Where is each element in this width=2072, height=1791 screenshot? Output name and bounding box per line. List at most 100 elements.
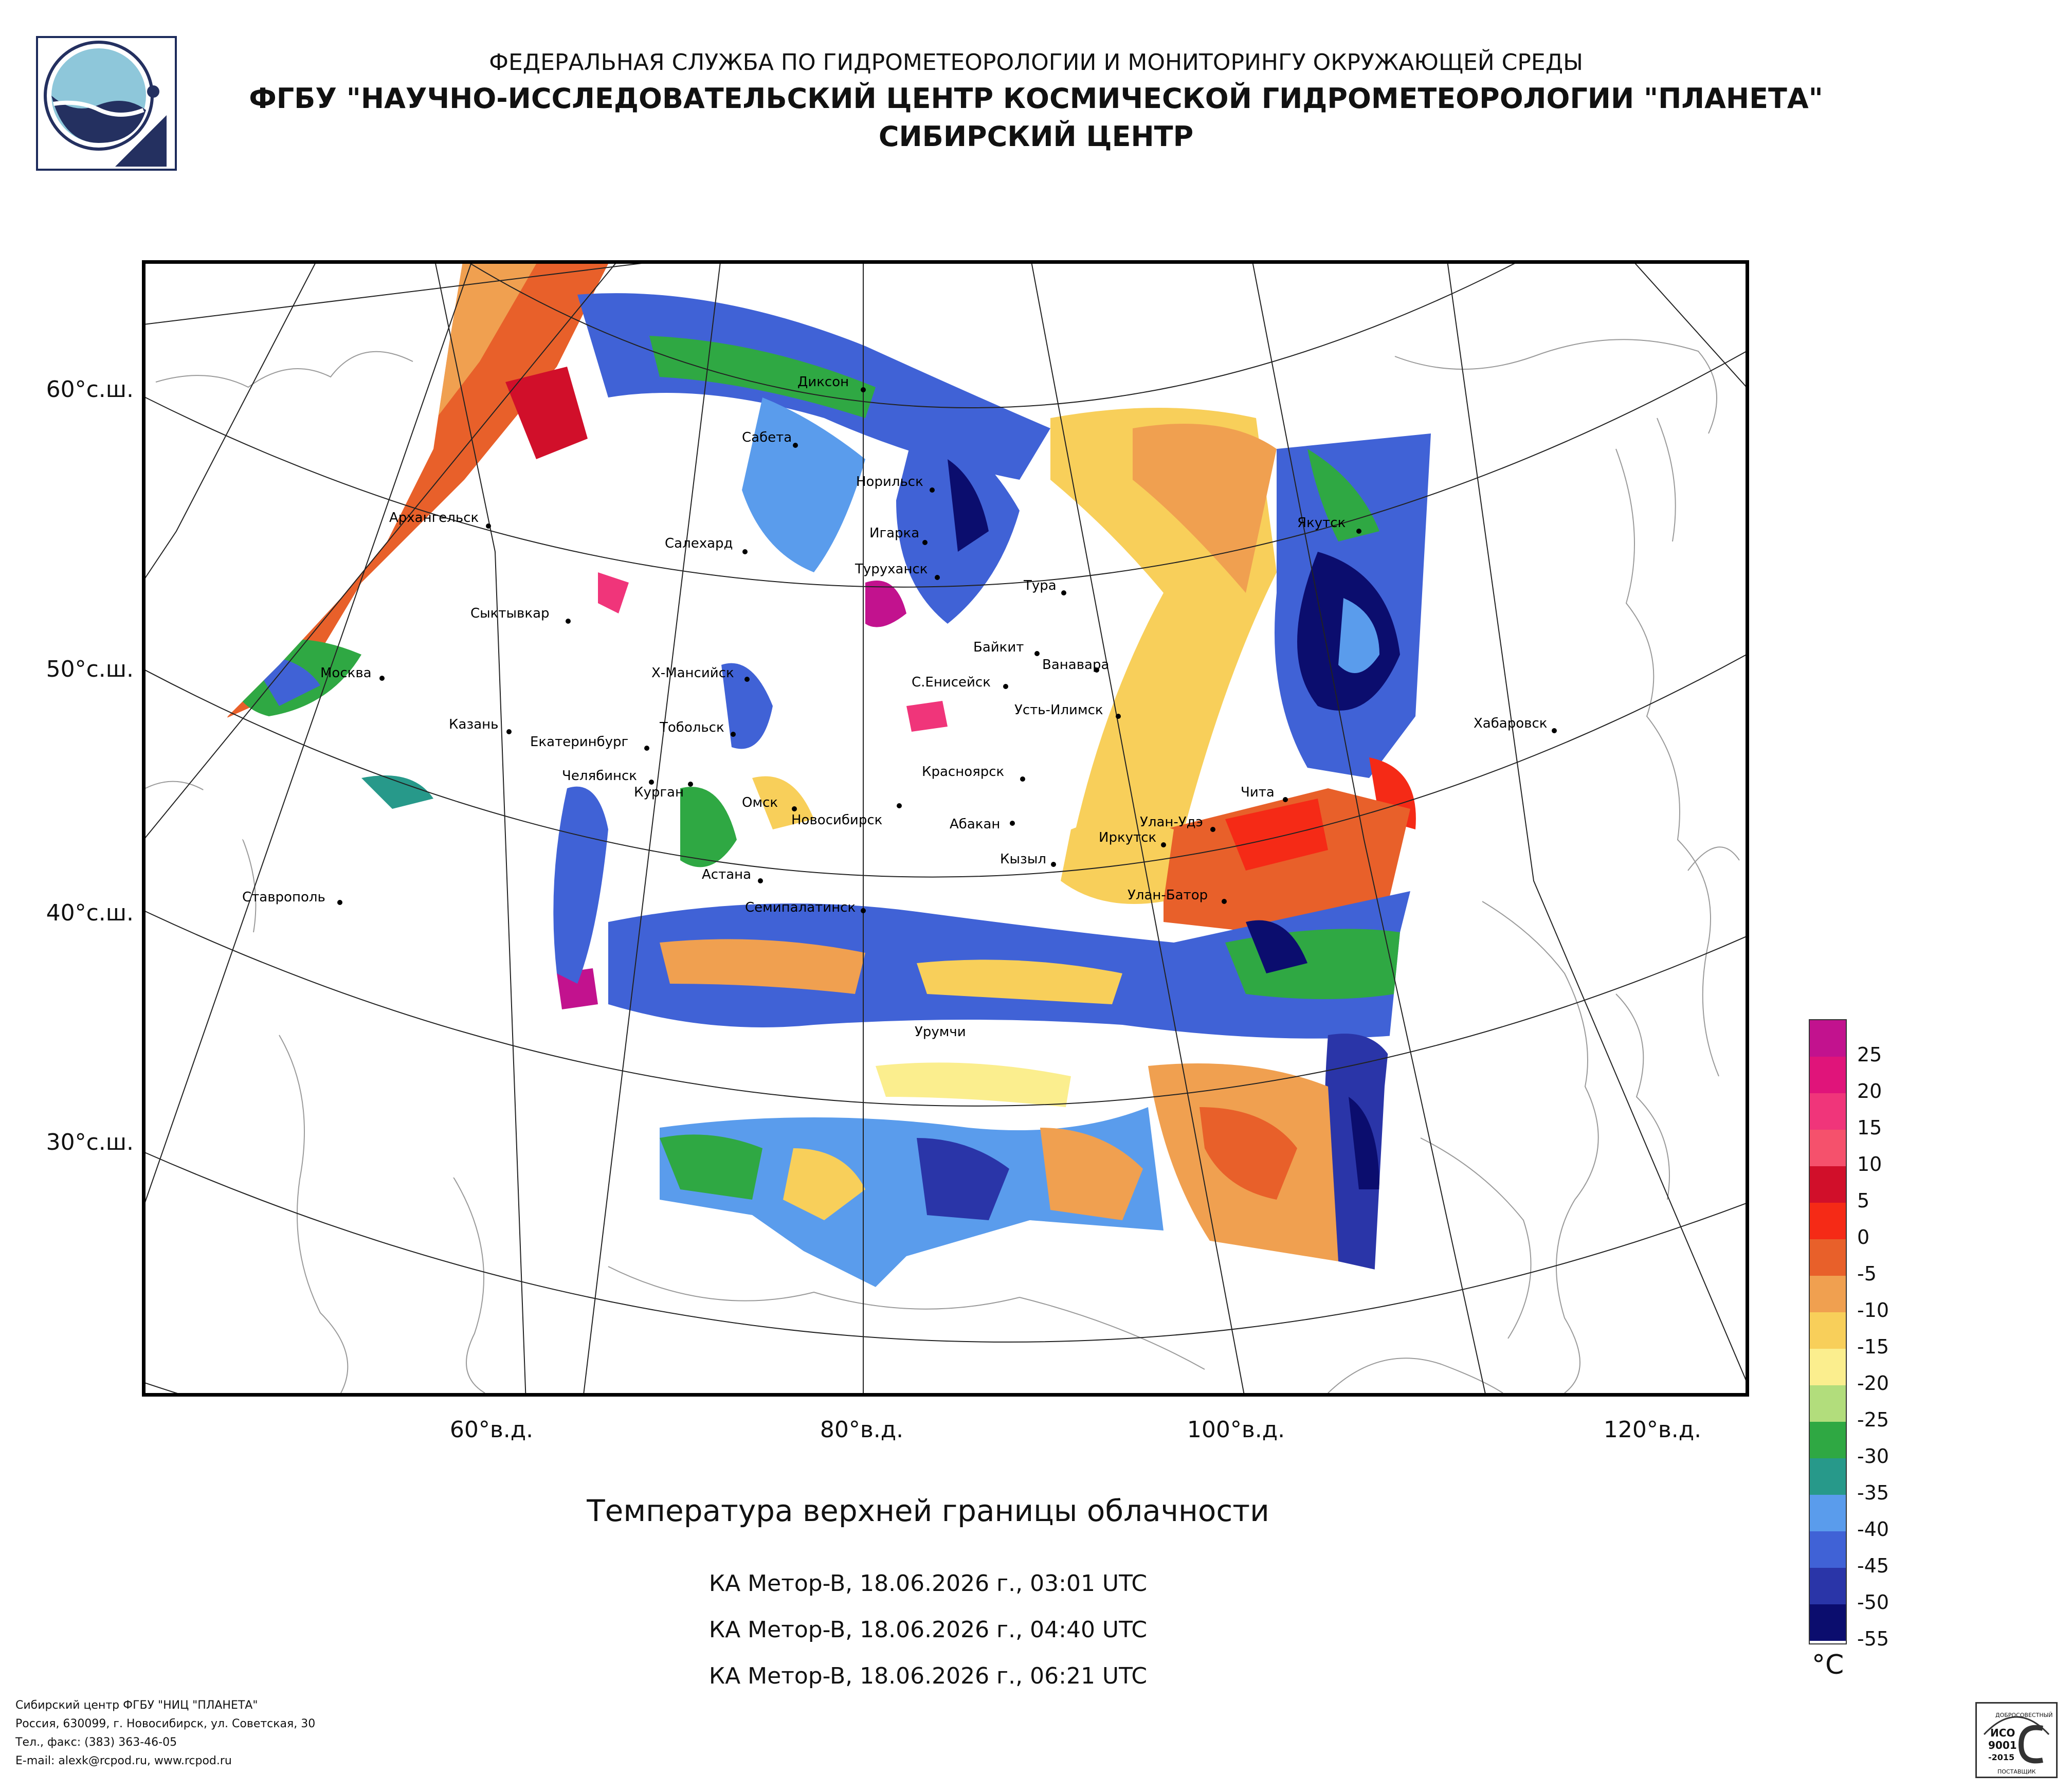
city-label: Сыктывкар — [470, 606, 550, 621]
legend-color-cell — [1810, 1495, 1846, 1531]
city-label: Курган — [634, 785, 684, 800]
city-label: Астана — [702, 867, 751, 882]
cloud-temperature-imagery — [197, 264, 1433, 1287]
lon-label-80: 80°в.д. — [820, 1417, 904, 1443]
satellite-pass: КА Meтop-B, 18.06.2026 г., 04:40 UTC — [708, 1617, 1148, 1643]
legend-color-cell — [1810, 1130, 1846, 1166]
city-label: Казань — [449, 717, 498, 732]
satellite-pass: КА Meтop-B, 18.06.2026 г., 06:21 UTC — [708, 1663, 1148, 1689]
legend-color-cell — [1810, 1057, 1846, 1093]
city-label: Красноярск — [922, 764, 1004, 780]
legend-label: 0 — [1857, 1226, 1870, 1249]
legend-color-cell — [1810, 1422, 1846, 1458]
city-label: Архангельск — [389, 510, 479, 526]
lon-label-120: 120°в.д. — [1603, 1417, 1702, 1443]
iso-certification-badge: ДОБРОСОВЕСТНЫЙ ИСО 9001 -2015 ПОСТАВЩИК — [1975, 1702, 2058, 1778]
city-label: Тура — [1023, 578, 1057, 593]
city-label: Кызыл — [1000, 852, 1046, 867]
city-label: Усть-Илимск — [1014, 702, 1103, 718]
city-label: С.Енисейск — [912, 675, 991, 690]
city-label: Ставрополь — [242, 890, 325, 905]
legend-label: -30 — [1857, 1445, 1889, 1468]
city-label: Улан-Удэ — [1140, 815, 1203, 830]
map-title: Температура верхней границы облачности — [587, 1493, 1269, 1528]
city-label: Урумчи — [915, 1024, 966, 1040]
legend-label: -35 — [1857, 1481, 1889, 1504]
legend-color-cell — [1810, 1568, 1846, 1604]
lat-label-30: 30°с.ш. — [46, 1129, 134, 1155]
coastlines — [146, 339, 1740, 1393]
cert-iso: ИСО — [1990, 1727, 2015, 1739]
legend-color-cell — [1810, 1239, 1846, 1276]
city-label: Иркутск — [1099, 830, 1156, 845]
lon-label-60: 60°в.д. — [449, 1417, 534, 1443]
footer-phone: Тел., факс: (383) 363-46-05 — [15, 1736, 177, 1749]
legend-label: -20 — [1857, 1372, 1889, 1395]
organization-logo — [36, 36, 177, 171]
lat-label-50: 50°с.ш. — [46, 656, 134, 682]
legend-label: -55 — [1857, 1627, 1889, 1650]
legend-label: -5 — [1857, 1262, 1877, 1285]
cert-arc-text: ДОБРОСОВЕСТНЫЙ — [1995, 1712, 2053, 1718]
lon-label-100: 100°в.д. — [1187, 1417, 1285, 1443]
legend-label: -25 — [1857, 1408, 1889, 1431]
city-label: Байкит — [973, 640, 1024, 655]
city-label: Абакан — [950, 817, 1000, 832]
footer-email: E-mail: alexk@rcpod.ru, www.rcpod.ru — [15, 1754, 232, 1767]
legend-color-cell — [1810, 1531, 1846, 1568]
legend-color-cell — [1810, 1093, 1846, 1130]
cert-bottom-text: ПОСТАВЩИК — [1997, 1768, 2036, 1775]
city-label: Москва — [320, 665, 372, 681]
header-center: СИБИРСКИЙ ЦЕНТР — [878, 120, 1194, 153]
legend-label: 25 — [1857, 1043, 1882, 1066]
legend-color-cell — [1810, 1312, 1846, 1349]
satellite-map: Диксон Сабета Норильск Архангельск Игарк… — [146, 264, 1746, 1393]
legend-color-cell — [1810, 1166, 1846, 1203]
footer-org: Сибирский центр ФГБУ "НИЦ "ПЛАНЕТА" — [15, 1699, 258, 1712]
legend-label: 20 — [1857, 1080, 1882, 1102]
city-label: Новосибирск — [791, 812, 882, 828]
city-label: Х-Мансийск — [651, 665, 734, 681]
legend-color-cell — [1810, 1458, 1846, 1495]
legend-unit: °C — [1812, 1650, 1844, 1680]
city-label: Тобольск — [659, 720, 724, 735]
city-label: Челябинск — [562, 768, 637, 784]
city-label: Игарка — [869, 526, 919, 541]
lat-label-60: 60°с.ш. — [46, 376, 134, 403]
city-label: Салехард — [665, 536, 733, 551]
city-label: Диксон — [797, 374, 849, 390]
city-label: Ванавара — [1042, 657, 1109, 673]
city-label: Хабаровск — [1474, 716, 1547, 731]
city-label: Норильск — [856, 474, 923, 490]
legend-color-cell — [1810, 1276, 1846, 1312]
city-labels: Диксон Сабета Норильск Архангельск Игарк… — [242, 374, 1557, 1040]
legend-label: -40 — [1857, 1518, 1889, 1541]
legend-color-cell — [1810, 1604, 1846, 1641]
legend-label: 5 — [1857, 1189, 1870, 1212]
satellite-pass: КА Meтop-B, 18.06.2026 г., 03:01 UTC — [708, 1570, 1148, 1597]
legend-label: -10 — [1857, 1299, 1889, 1322]
legend-color-cell — [1810, 1385, 1846, 1422]
legend-color-cell — [1810, 1203, 1846, 1239]
city-label: Екатеринбург — [530, 734, 628, 750]
city-label: Улан-Батор — [1128, 888, 1208, 903]
header-institute: ФГБУ "НАУЧНО-ИССЛЕДОВАТЕЛЬСКИЙ ЦЕНТР КОС… — [249, 82, 1823, 115]
legend-label: -50 — [1857, 1591, 1889, 1614]
city-label: Якутск — [1297, 515, 1346, 531]
legend-label: 10 — [1857, 1153, 1882, 1175]
legend-label: -45 — [1857, 1554, 1889, 1577]
graticule — [146, 264, 1746, 1393]
legend-label: -15 — [1857, 1335, 1889, 1358]
lat-label-40: 40°с.ш. — [46, 900, 134, 926]
city-label: Сабета — [742, 430, 792, 445]
city-label: Омск — [742, 795, 778, 810]
city-label: Чита — [1241, 785, 1275, 800]
city-label: Туруханск — [855, 562, 928, 577]
color-legend — [1809, 1019, 1847, 1644]
legend-label: 15 — [1857, 1116, 1882, 1139]
header-agency: ФЕДЕРАЛЬНАЯ СЛУЖБА ПО ГИДРОМЕТЕОРОЛОГИИ … — [489, 49, 1583, 76]
legend-color-cell — [1810, 1349, 1846, 1385]
cert-iso-number: 9001 — [1988, 1739, 2017, 1751]
city-label: Семипалатинск — [745, 900, 856, 915]
cert-iso-year: -2015 — [1988, 1752, 2014, 1762]
